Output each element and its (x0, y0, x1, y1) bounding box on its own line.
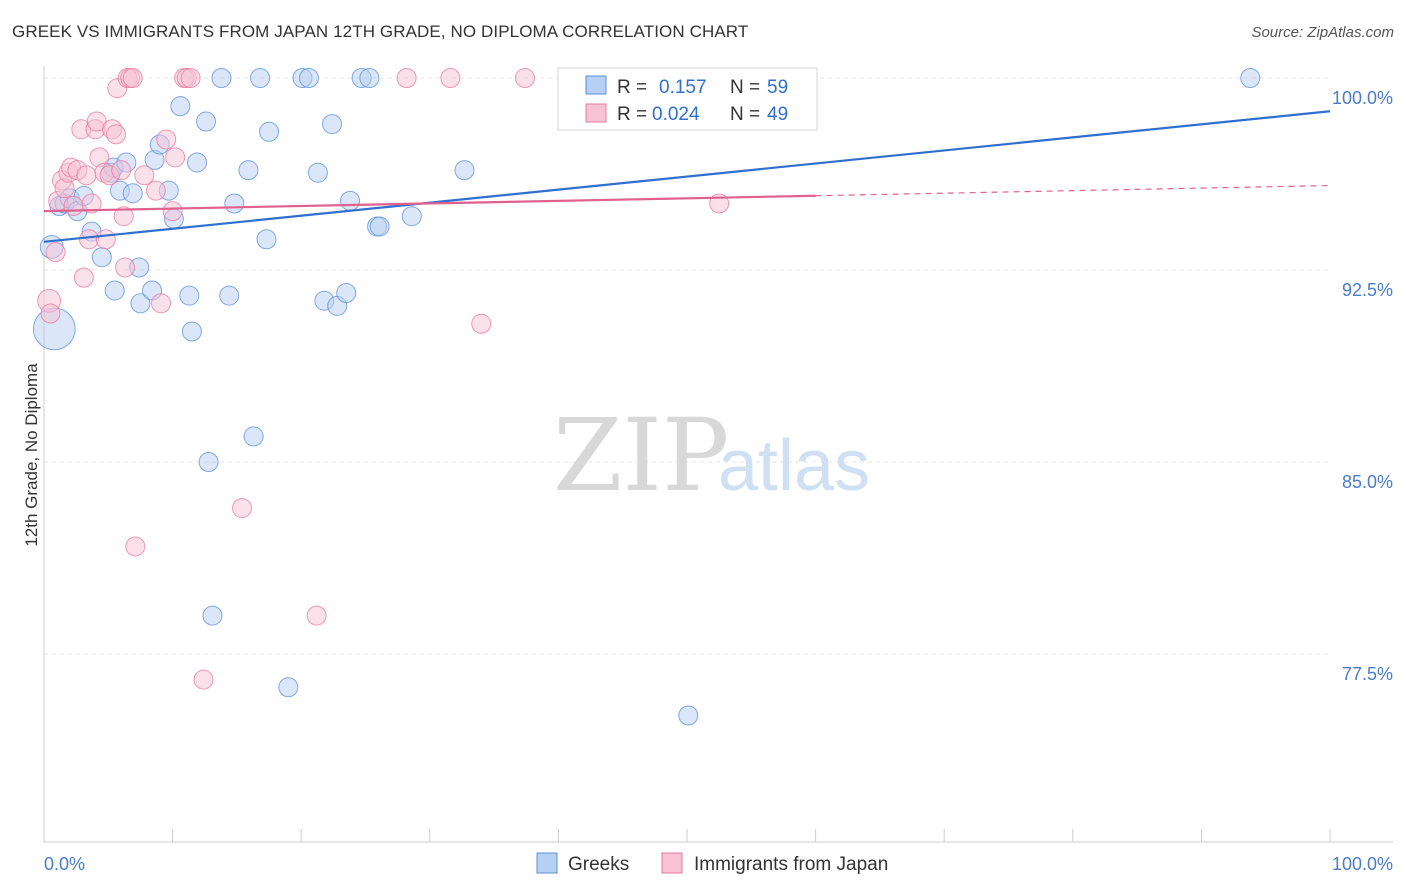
greeks-point-24 (181, 321, 202, 342)
japan-point-43 (396, 68, 417, 88)
legend-swatch-greeks (585, 75, 607, 95)
greeks-point-29 (211, 68, 232, 88)
watermark-atlas: atlas (718, 426, 870, 506)
japan-point-2 (45, 242, 66, 263)
greeks-point-27 (198, 452, 219, 472)
series-legend: Greeks Immigrants from Japan (536, 852, 888, 875)
japan-point-11 (73, 267, 94, 288)
chart-source: Source: ZipAtlas.com (1251, 24, 1394, 41)
series-japan-points (37, 68, 730, 690)
greeks-point-14 (122, 183, 143, 204)
greeks-point-50 (401, 206, 422, 227)
greeks-point-31 (224, 193, 245, 214)
greeks-point-35 (256, 229, 277, 250)
bottom-legend-label-greeks: Greeks (568, 854, 629, 875)
x-tick-label-1: 100.0% (1332, 854, 1393, 874)
watermark-zip: ZIP (553, 397, 729, 514)
greeks-point-55 (678, 705, 699, 726)
japan-point-40 (193, 669, 214, 690)
greeks-point-40 (307, 162, 328, 183)
greeks-point-22 (170, 96, 191, 117)
trend-line-greeks (43, 110, 1331, 243)
greeks-point-44 (336, 283, 357, 304)
japan-point-29 (122, 68, 143, 88)
bottom-legend-label-japan: Immigrants from Japan (694, 854, 888, 875)
japan-point-22 (106, 124, 127, 145)
greeks-point-11 (104, 280, 125, 301)
axes (43, 66, 1393, 843)
japan-point-8 (63, 196, 84, 216)
greeks-point-23 (179, 285, 200, 306)
legend-r-label-greeks: R = (617, 77, 647, 98)
japan-point-44 (440, 68, 461, 88)
legend-r-value-greeks: 0.157 (659, 77, 707, 98)
japan-point-30 (125, 536, 146, 557)
japan-point-12 (76, 165, 97, 186)
japan-point-33 (151, 293, 172, 314)
japan-point-41 (232, 498, 253, 519)
y-tick-label-3: 77.5% (1342, 664, 1393, 684)
japan-point-36 (165, 147, 186, 168)
stats-legend: R = 0.157 N = 59 R = 0.024 N = 49 (557, 67, 818, 131)
greeks-point-39 (298, 68, 319, 88)
x-tick-label-0: 0.0% (44, 854, 85, 874)
greeks-point-51 (454, 160, 475, 181)
japan-point-26 (115, 257, 136, 278)
greeks-point-34 (250, 68, 271, 88)
japan-point-19 (95, 229, 116, 250)
japan-point-24 (111, 160, 132, 181)
japan-point-13 (79, 229, 100, 250)
greeks-point-36 (259, 121, 280, 142)
y-tick-labels: 100.0% 92.5% 85.0% 77.5% (1332, 88, 1393, 684)
chart-title: GREEK VS IMMIGRANTS FROM JAPAN 12TH GRAD… (12, 22, 749, 41)
trend-line-japan (43, 194, 816, 213)
greeks-point-25 (187, 152, 208, 173)
japan-point-25 (113, 206, 134, 227)
greeks-point-42 (322, 114, 343, 135)
japan-point-34 (156, 129, 177, 150)
greeks-point-47 (359, 68, 380, 88)
greeks-point-32 (238, 160, 259, 181)
greeks-point-49 (369, 216, 390, 237)
greeks-point-37 (278, 677, 299, 698)
legend-r-label-japan: R = (617, 104, 647, 125)
japan-point-39 (180, 68, 201, 88)
y-axis-label: 12th Grade, No Diploma (22, 363, 41, 547)
japan-point-14 (81, 193, 102, 214)
greeks-point-28 (202, 605, 223, 626)
legend-n-label-greeks: N = (730, 77, 760, 98)
greeks-point-8 (91, 247, 112, 268)
japan-point-32 (145, 180, 166, 201)
grid-lines (44, 77, 1330, 655)
greeks-point-16 (130, 293, 151, 314)
legend-swatch-japan (585, 103, 607, 123)
legend-n-value-greeks: 59 (767, 77, 788, 98)
trend-line-japan-projection (815, 184, 1331, 197)
japan-point-1 (40, 303, 61, 324)
japan-point-46 (514, 68, 535, 88)
greeks-point-33 (243, 426, 264, 447)
japan-point-42 (306, 605, 327, 626)
japan-point-31 (134, 165, 155, 186)
japan-point-45 (471, 313, 492, 334)
legend-n-label-japan: N = (730, 104, 760, 125)
legend-n-value-japan: 49 (767, 104, 788, 125)
y-tick-label-1: 92.5% (1342, 280, 1393, 300)
trend-lines (43, 110, 1331, 243)
greeks-point-26 (196, 111, 217, 132)
x-tick-labels: 0.0% 100.0% (44, 854, 1393, 874)
y-tick-label-2: 85.0% (1342, 472, 1393, 492)
bottom-legend-swatch-japan (661, 852, 683, 874)
legend-r-value-japan: 0.024 (652, 104, 700, 125)
greeks-point-57 (1240, 68, 1261, 88)
y-tick-label-0: 100.0% (1332, 88, 1393, 108)
greeks-point-30 (219, 285, 240, 306)
bottom-legend-swatch-greeks (536, 852, 558, 874)
japan-point-35 (162, 201, 183, 222)
greeks-point-45 (340, 190, 361, 211)
